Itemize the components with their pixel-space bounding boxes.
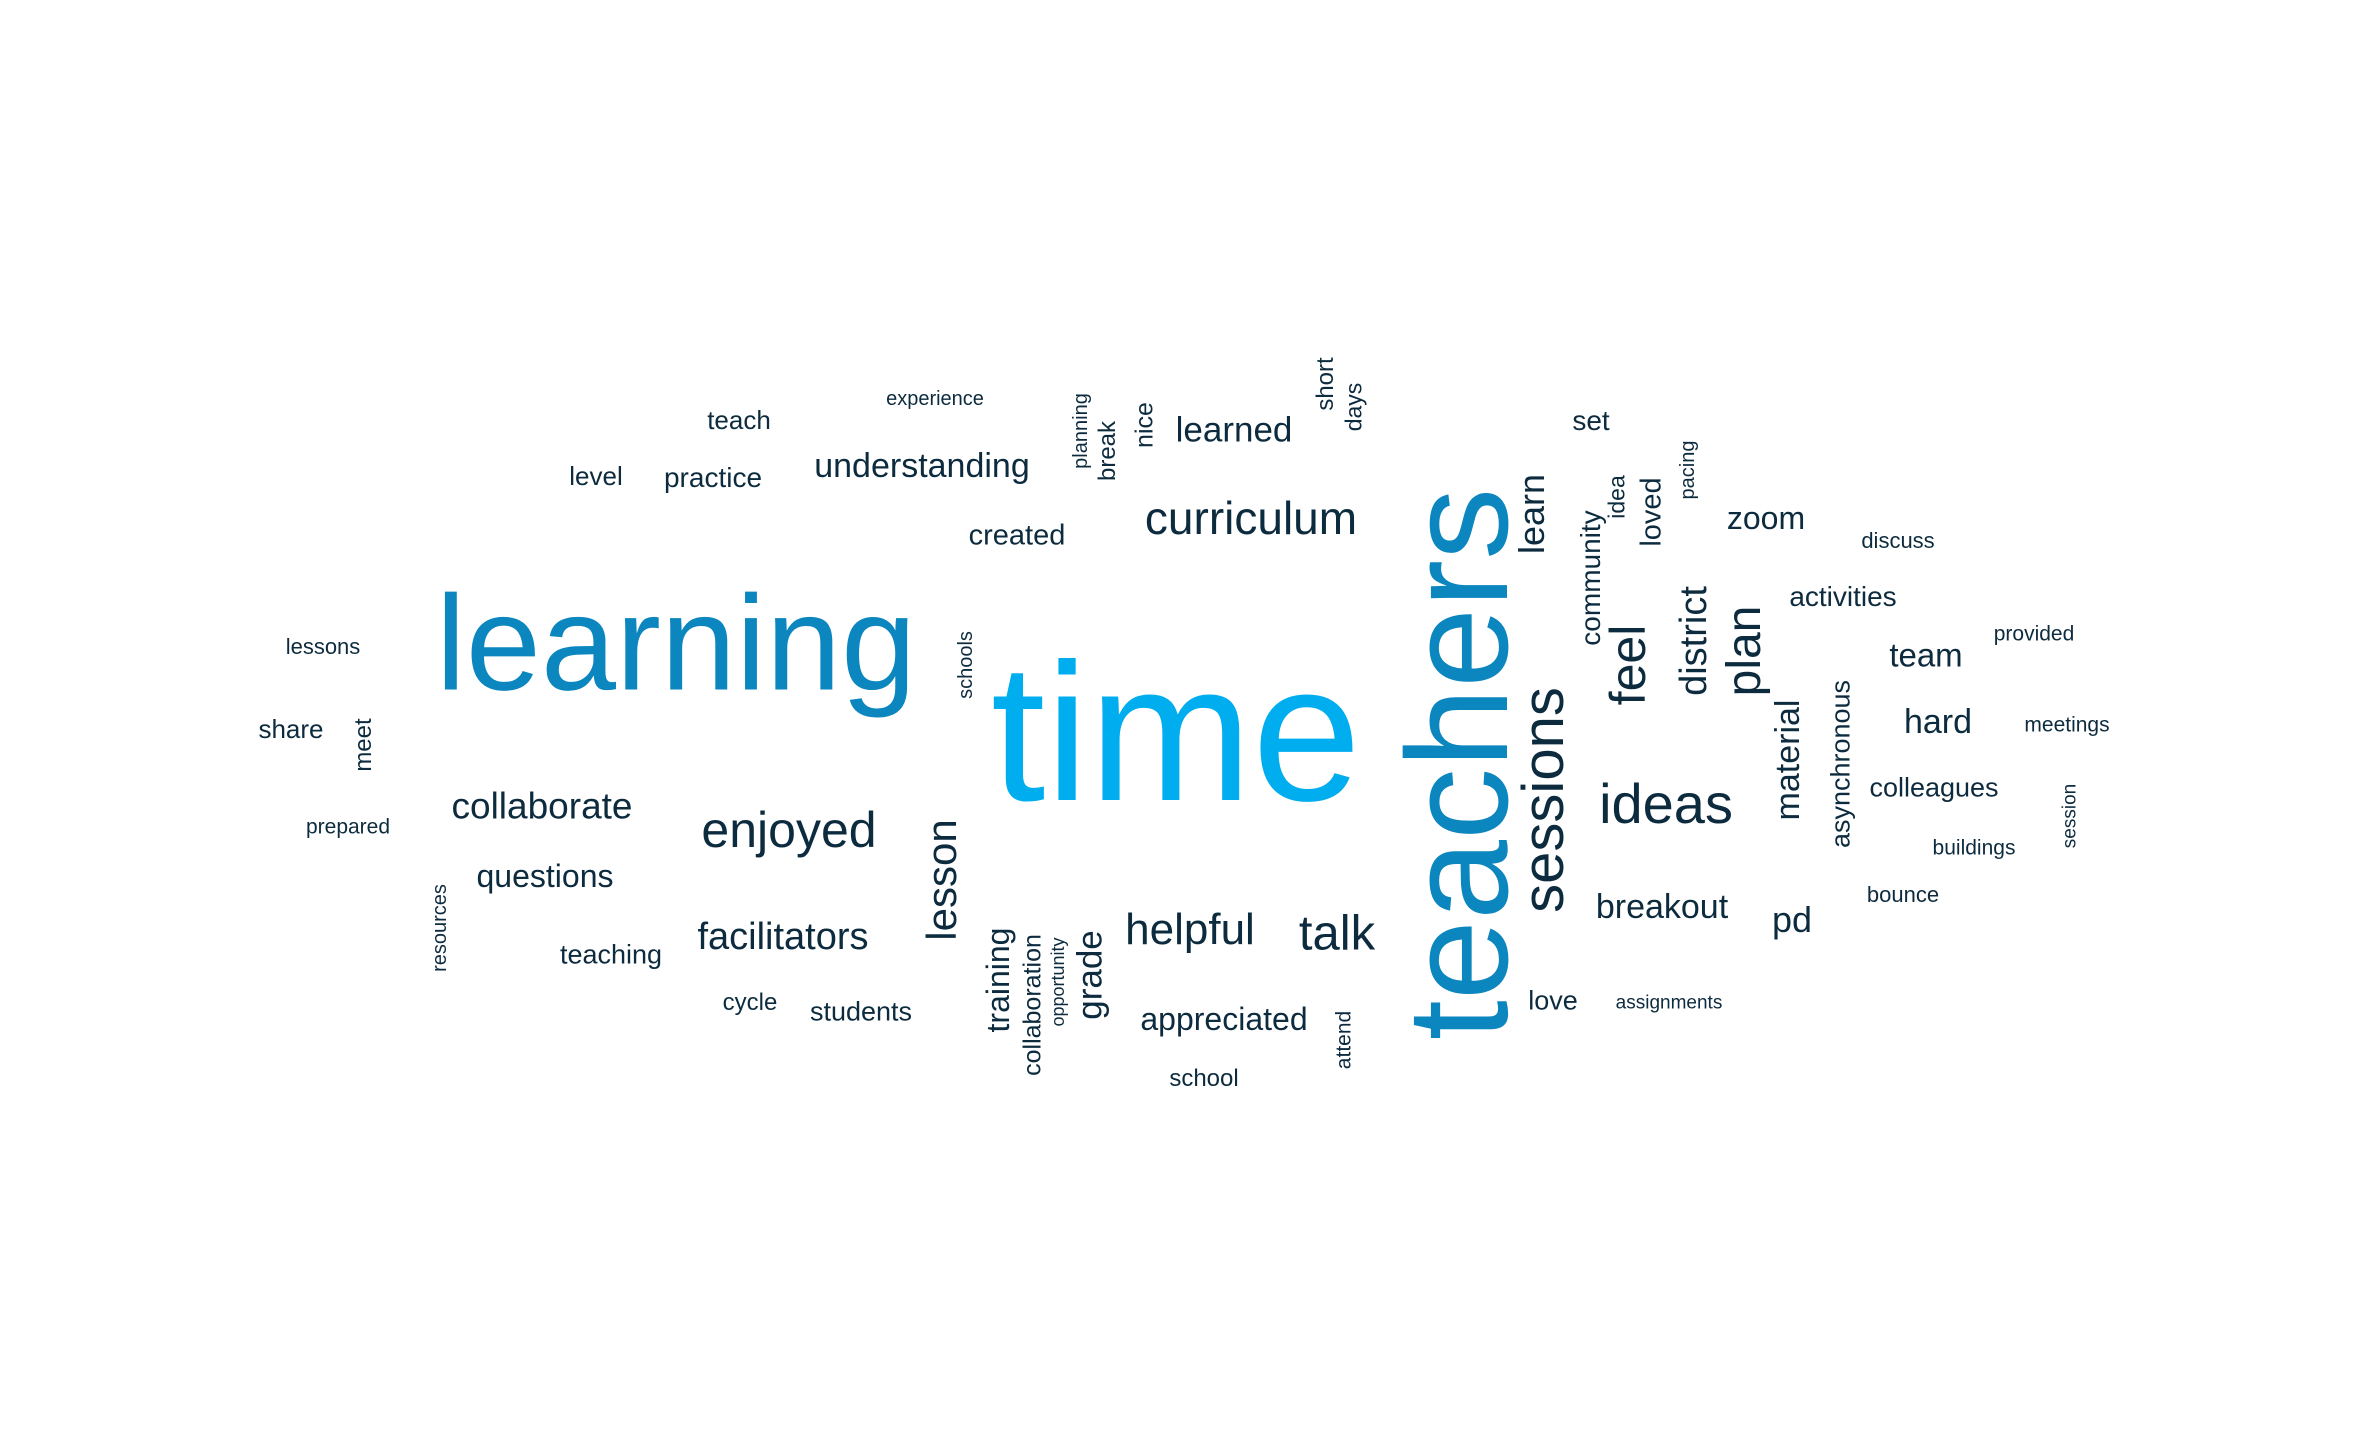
word-helpful: helpful	[1125, 905, 1255, 954]
word-collaboration: collaboration	[1018, 934, 1047, 1076]
word-grade: grade	[1070, 930, 1110, 1020]
word-session: session	[2059, 783, 2081, 849]
word-time: time	[990, 623, 1362, 842]
word-idea: idea	[1603, 475, 1630, 519]
word-lessons: lessons	[285, 634, 361, 659]
word-teach: teach	[707, 405, 771, 435]
word-nice: nice	[1130, 402, 1159, 448]
word-talk: talk	[1298, 906, 1376, 961]
word-experience: experience	[886, 388, 984, 410]
word-district: district	[1673, 586, 1715, 696]
word-ideas: ideas	[1599, 772, 1733, 835]
word-resources: resources	[429, 884, 451, 972]
word-learned: learned	[1175, 410, 1293, 450]
word-questions: questions	[476, 858, 614, 894]
word-level: level	[569, 461, 623, 491]
word-loved: loved	[1635, 477, 1668, 547]
word-hard: hard	[1903, 703, 1973, 741]
word-provided: provided	[1993, 622, 2075, 646]
word-understanding: understanding	[814, 447, 1030, 485]
word-colleagues: colleagues	[1869, 772, 1999, 803]
word-meet: meet	[350, 718, 377, 772]
word-enjoyed: enjoyed	[701, 802, 877, 858]
word-days: days	[1340, 382, 1367, 432]
word-asynchronous: asynchronous	[1825, 679, 1856, 849]
word-training: training	[980, 927, 1016, 1033]
word-feel: feel	[1600, 624, 1656, 706]
word-sessions: sessions	[1511, 687, 1576, 913]
word-school: school	[1169, 1065, 1239, 1092]
word-learning: learning	[435, 567, 917, 719]
word-prepared: prepared	[305, 815, 391, 839]
word-buildings: buildings	[1932, 836, 2016, 860]
word-students: students	[809, 996, 913, 1027]
word-set: set	[1572, 405, 1610, 436]
word-attend: attend	[1332, 1010, 1356, 1070]
word-facilitators: facilitators	[697, 916, 869, 958]
word-discuss: discuss	[1861, 528, 1935, 553]
word-collaborate: collaborate	[451, 785, 633, 827]
word-share: share	[258, 714, 324, 744]
word-lesson: lesson	[918, 819, 965, 941]
word-material: material	[1769, 699, 1807, 821]
word-curriculum: curriculum	[1144, 492, 1358, 544]
word-team: team	[1889, 636, 1963, 674]
word-teachers: teachers	[1377, 487, 1538, 1041]
word-activities: activities	[1789, 581, 1897, 612]
word-zoom: zoom	[1726, 500, 1806, 536]
word-learn: learn	[1511, 473, 1552, 555]
word-planning: planning	[1070, 393, 1092, 469]
word-short: short	[1312, 357, 1339, 411]
word-created: created	[968, 519, 1066, 552]
word-appreciated: appreciated	[1140, 1001, 1308, 1037]
word-assignments: assignments	[1615, 992, 1723, 1014]
word-pacing: pacing	[1677, 440, 1699, 500]
word-schools: schools	[955, 631, 977, 699]
word-meetings: meetings	[2024, 713, 2110, 737]
word-opportunity: opportunity	[1048, 937, 1068, 1027]
word-breakout: breakout	[1595, 888, 1729, 926]
word-cycle: cycle	[722, 989, 778, 1016]
word-bounce: bounce	[1866, 882, 1940, 907]
word-pd: pd	[1771, 899, 1813, 940]
word-teaching: teaching	[559, 939, 663, 970]
word-practice: practice	[663, 462, 763, 493]
word-break: break	[1094, 420, 1121, 482]
word-community: community	[1575, 510, 1606, 646]
word-plan: plan	[1718, 605, 1771, 697]
word-love: love	[1528, 985, 1578, 1016]
